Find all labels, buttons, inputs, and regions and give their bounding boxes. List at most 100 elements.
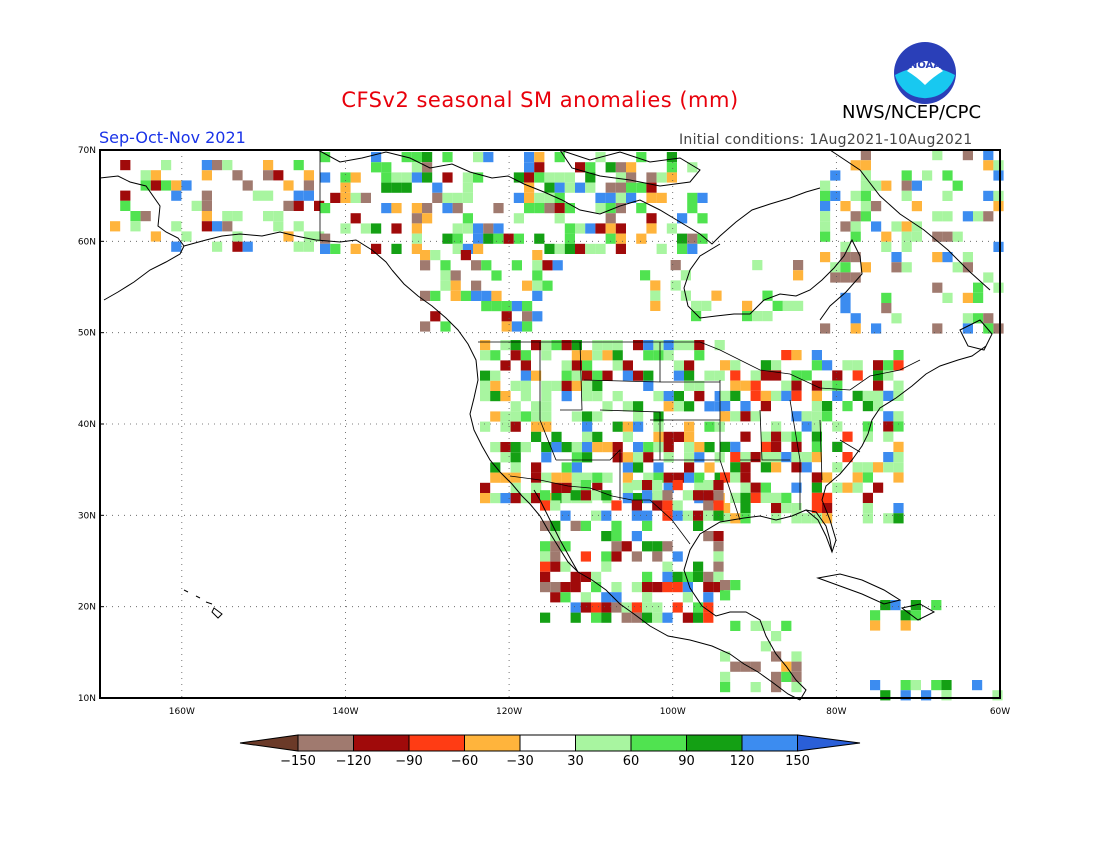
anomaly-cell — [524, 192, 535, 203]
anomaly-cell — [993, 241, 1004, 252]
anomaly-cell — [900, 620, 911, 631]
anomaly-cell — [673, 340, 684, 351]
anomaly-cell — [893, 452, 904, 463]
anomaly-cell — [901, 231, 912, 242]
anomaly-cell — [541, 452, 552, 463]
anomaly-cell — [541, 442, 552, 453]
anomaly-cell — [850, 323, 861, 334]
anomaly-cell — [687, 162, 698, 173]
anomaly-cell — [252, 190, 263, 201]
anomaly-cell — [636, 182, 647, 193]
anomaly-cell — [442, 233, 453, 244]
anomaly-cell — [532, 260, 543, 271]
anomaly-cell — [693, 490, 704, 501]
canada-us-border — [478, 341, 921, 391]
anomaly-cell — [677, 233, 688, 244]
hawaii-coast — [183, 589, 223, 619]
anomaly-cell — [862, 472, 873, 483]
anomaly-cell — [500, 452, 511, 463]
anomaly-cell — [842, 401, 853, 412]
anomaly-cell — [490, 493, 501, 504]
anomaly-cell — [687, 192, 698, 203]
anomaly-cell — [832, 380, 843, 391]
anomaly-cell — [677, 213, 688, 224]
anomaly-cell — [510, 340, 521, 351]
anomaly-cell — [480, 421, 491, 432]
anomaly-cell — [201, 221, 212, 232]
anomaly-cell — [893, 462, 904, 473]
anomaly-cell — [820, 180, 831, 191]
anomaly-cell — [684, 442, 695, 453]
anomaly-cell — [860, 211, 871, 222]
anomaly-cell — [381, 162, 392, 173]
anomaly-cell — [595, 223, 606, 234]
anomaly-cell — [646, 192, 657, 203]
anomaly-cell — [570, 602, 581, 613]
anomaly-cell — [561, 482, 572, 493]
lon-tick-label: 160W — [169, 707, 195, 717]
anomaly-cell — [811, 350, 822, 361]
anomaly-cell — [411, 152, 422, 163]
anomaly-cell — [662, 541, 673, 552]
anomaly-cell — [554, 203, 565, 214]
anomaly-cell — [582, 350, 593, 361]
anomaly-cell — [500, 411, 511, 422]
anomaly-cell — [642, 510, 653, 521]
anomaly-cell — [973, 292, 984, 303]
anomaly-cell — [534, 192, 545, 203]
anomaly-cell — [631, 480, 642, 491]
anomaly-cell — [771, 503, 782, 514]
anomaly-cell — [901, 221, 912, 232]
anomaly-cell — [687, 203, 698, 214]
anomaly-cell — [621, 541, 632, 552]
anomaly-cell — [713, 582, 724, 593]
anomaly-cell — [442, 203, 453, 214]
anomaly-cell — [701, 300, 712, 311]
anomaly-cell — [491, 290, 502, 301]
anomaly-cell — [830, 190, 841, 201]
anomaly-cell — [860, 160, 871, 171]
anomaly-cell — [673, 472, 684, 483]
anomaly-cell — [652, 582, 663, 593]
anomaly-cell — [582, 370, 593, 381]
colorbar-swatch — [686, 734, 743, 752]
anomaly-cell — [852, 390, 863, 401]
anomaly-cell — [201, 190, 212, 201]
colorbar-swatch — [630, 734, 687, 752]
anomaly-cell — [510, 411, 521, 422]
anomaly-cell — [781, 431, 792, 442]
anomaly-cell — [591, 582, 602, 593]
anomaly-cell — [520, 360, 531, 371]
anomaly-cell — [893, 472, 904, 483]
anomaly-cell — [550, 531, 561, 542]
anomaly-cell — [605, 192, 616, 203]
anomaly-cell — [704, 421, 715, 432]
anomaly-cell — [622, 462, 633, 473]
graticule — [100, 150, 1000, 698]
anomaly-cell — [983, 190, 994, 201]
anomaly-cell — [760, 492, 771, 503]
anomaly-cell — [771, 390, 782, 401]
anomaly-cell — [622, 472, 633, 483]
anomaly-cell — [760, 431, 771, 442]
anomaly-cell — [666, 152, 677, 163]
anomaly-cell — [822, 513, 833, 524]
anomaly-cell — [642, 612, 653, 623]
anomaly-cell — [672, 582, 683, 593]
anomaly-cell — [694, 380, 705, 391]
anomaly-cell — [501, 301, 512, 312]
us-mexico-border — [509, 475, 691, 545]
anomaly-cell — [900, 690, 911, 701]
anomaly-cell — [842, 431, 853, 442]
anomaly-cell — [520, 391, 531, 402]
anomaly-cell — [693, 561, 704, 572]
anomaly-cell — [480, 493, 491, 504]
anomaly-cell — [693, 602, 704, 613]
anomaly-cell — [881, 231, 892, 242]
anomaly-cell — [646, 223, 657, 234]
anomaly-cell — [511, 301, 522, 312]
anomaly-cell — [653, 442, 664, 453]
anomaly-cell — [161, 180, 172, 191]
anomaly-cell — [893, 411, 904, 422]
anomaly-cell — [862, 421, 873, 432]
